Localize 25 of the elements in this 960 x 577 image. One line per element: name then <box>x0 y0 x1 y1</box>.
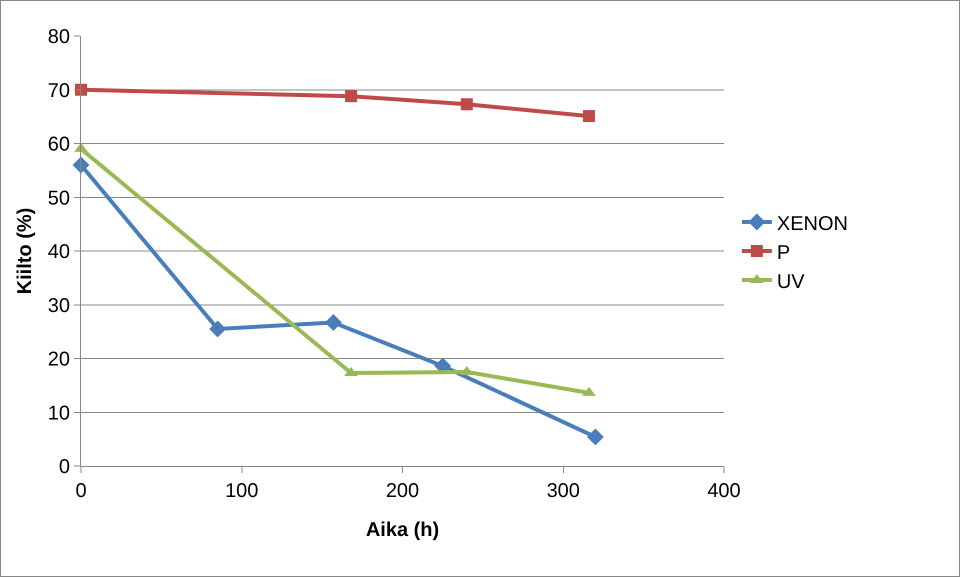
x-tick-label: 200 <box>386 480 420 502</box>
x-tick-label: 100 <box>225 480 258 502</box>
y-tick-label: 10 <box>48 402 70 424</box>
x-tick-label: 300 <box>546 480 580 502</box>
legend-label: P <box>776 242 790 264</box>
x-tick-label: 400 <box>707 480 741 502</box>
point <box>345 90 358 102</box>
y-tick-label: 30 <box>48 294 70 317</box>
y-tick-label: 60 <box>48 134 70 156</box>
y-tick-label: 80 <box>48 26 70 48</box>
point <box>460 98 473 110</box>
legend-label: UV <box>776 270 806 293</box>
legend-label: XENON <box>776 212 848 235</box>
y-tick-label: 40 <box>48 241 70 263</box>
y-axis-title: Kiilto (%) <box>14 208 36 294</box>
point <box>582 110 595 122</box>
y-tick-label: 20 <box>48 348 70 370</box>
y-tick-label: 50 <box>48 187 70 210</box>
y-tick-label: 70 <box>48 80 70 102</box>
y-tick-label: 0 <box>58 456 70 478</box>
point <box>209 320 226 338</box>
point <box>324 314 342 331</box>
point <box>586 428 604 446</box>
x-axis-title: Aika (h) <box>366 519 440 541</box>
x-tick-label: 0 <box>75 480 87 502</box>
